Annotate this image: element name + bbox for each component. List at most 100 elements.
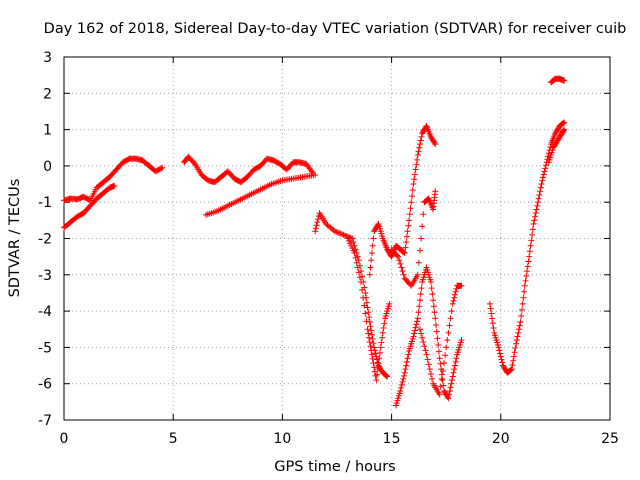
data-point — [510, 353, 517, 360]
data-point — [451, 362, 458, 369]
data-point — [406, 211, 413, 218]
data-point — [416, 297, 423, 304]
data-point — [524, 268, 531, 275]
data-point — [452, 358, 459, 365]
data-point — [364, 326, 371, 333]
data-point — [432, 141, 439, 148]
data-point — [442, 352, 449, 359]
data-point — [509, 361, 516, 368]
data-point — [312, 225, 319, 232]
data-point — [411, 327, 418, 334]
data-point — [415, 309, 422, 316]
data-point — [561, 119, 568, 126]
data-point — [449, 377, 456, 384]
data-point — [402, 366, 409, 373]
data-point — [435, 348, 442, 355]
data-point — [517, 318, 524, 325]
data-point — [436, 391, 443, 398]
data-point — [426, 366, 433, 373]
data-point — [337, 230, 344, 237]
data-point — [421, 343, 428, 350]
y-tick-label: 0 — [43, 159, 52, 175]
data-point — [451, 294, 458, 301]
data-point — [417, 291, 424, 298]
data-point — [438, 375, 445, 382]
data-point — [446, 322, 453, 329]
data-point — [436, 355, 443, 362]
data-point — [366, 334, 373, 341]
data-point — [498, 356, 505, 363]
data-point — [561, 77, 568, 84]
data-point — [432, 188, 439, 195]
data-point — [427, 371, 434, 378]
data-point — [403, 358, 410, 365]
data-point — [511, 349, 518, 356]
data-point — [312, 171, 319, 178]
data-point — [414, 315, 421, 322]
data-point — [531, 217, 538, 224]
data-point — [449, 300, 456, 307]
data-point — [490, 325, 497, 332]
x-tick-label: 0 — [60, 431, 69, 447]
data-point — [525, 258, 532, 265]
data-point — [352, 254, 359, 261]
data-point — [366, 338, 373, 345]
data-point — [437, 360, 444, 367]
y-tick-label: -7 — [38, 413, 52, 429]
data-point — [351, 250, 358, 257]
data-point — [418, 330, 425, 337]
data-point — [451, 291, 458, 298]
data-point — [522, 277, 529, 284]
data-point — [431, 139, 438, 146]
data-point — [418, 235, 425, 242]
data-point — [406, 217, 413, 224]
data-point — [433, 322, 440, 329]
data-point — [376, 349, 383, 356]
data-point — [362, 289, 369, 296]
data-point — [530, 220, 537, 227]
data-point — [452, 288, 459, 295]
data-point — [312, 228, 319, 235]
data-point — [369, 355, 376, 362]
data-point — [315, 216, 322, 223]
data-point — [340, 231, 347, 238]
data-point — [411, 171, 418, 178]
data-point — [190, 159, 197, 166]
data-point — [416, 141, 423, 148]
data-point — [412, 166, 419, 173]
data-point — [487, 305, 494, 312]
data-point — [111, 182, 118, 189]
data-point — [313, 222, 320, 229]
data-point — [395, 253, 402, 260]
data-point — [540, 174, 547, 181]
data-point — [447, 384, 454, 391]
y-tick-label: -4 — [38, 304, 52, 320]
grid-lines — [64, 57, 610, 420]
series-arc-4 — [202, 171, 319, 218]
data-point — [334, 229, 341, 236]
data-point — [350, 239, 357, 246]
data-point — [386, 300, 393, 307]
data-point — [355, 269, 362, 276]
data-point — [411, 330, 418, 337]
data-point — [364, 304, 371, 311]
data-point — [342, 232, 349, 239]
data-point — [510, 357, 517, 364]
data-point — [534, 199, 541, 206]
data-point — [428, 285, 435, 292]
data-point — [379, 334, 386, 341]
data-point — [361, 302, 368, 309]
data-point — [416, 247, 423, 254]
data-point — [458, 282, 465, 289]
data-point — [541, 168, 548, 175]
x-tick-label: 20 — [492, 431, 510, 447]
data-point — [366, 271, 373, 278]
data-point — [372, 350, 379, 357]
data-point — [398, 381, 405, 388]
data-point — [429, 291, 436, 298]
data-point — [496, 347, 503, 354]
data-point — [437, 383, 444, 390]
data-point — [499, 359, 506, 366]
y-axis-label: SDTVAR / TECUs — [7, 179, 23, 298]
